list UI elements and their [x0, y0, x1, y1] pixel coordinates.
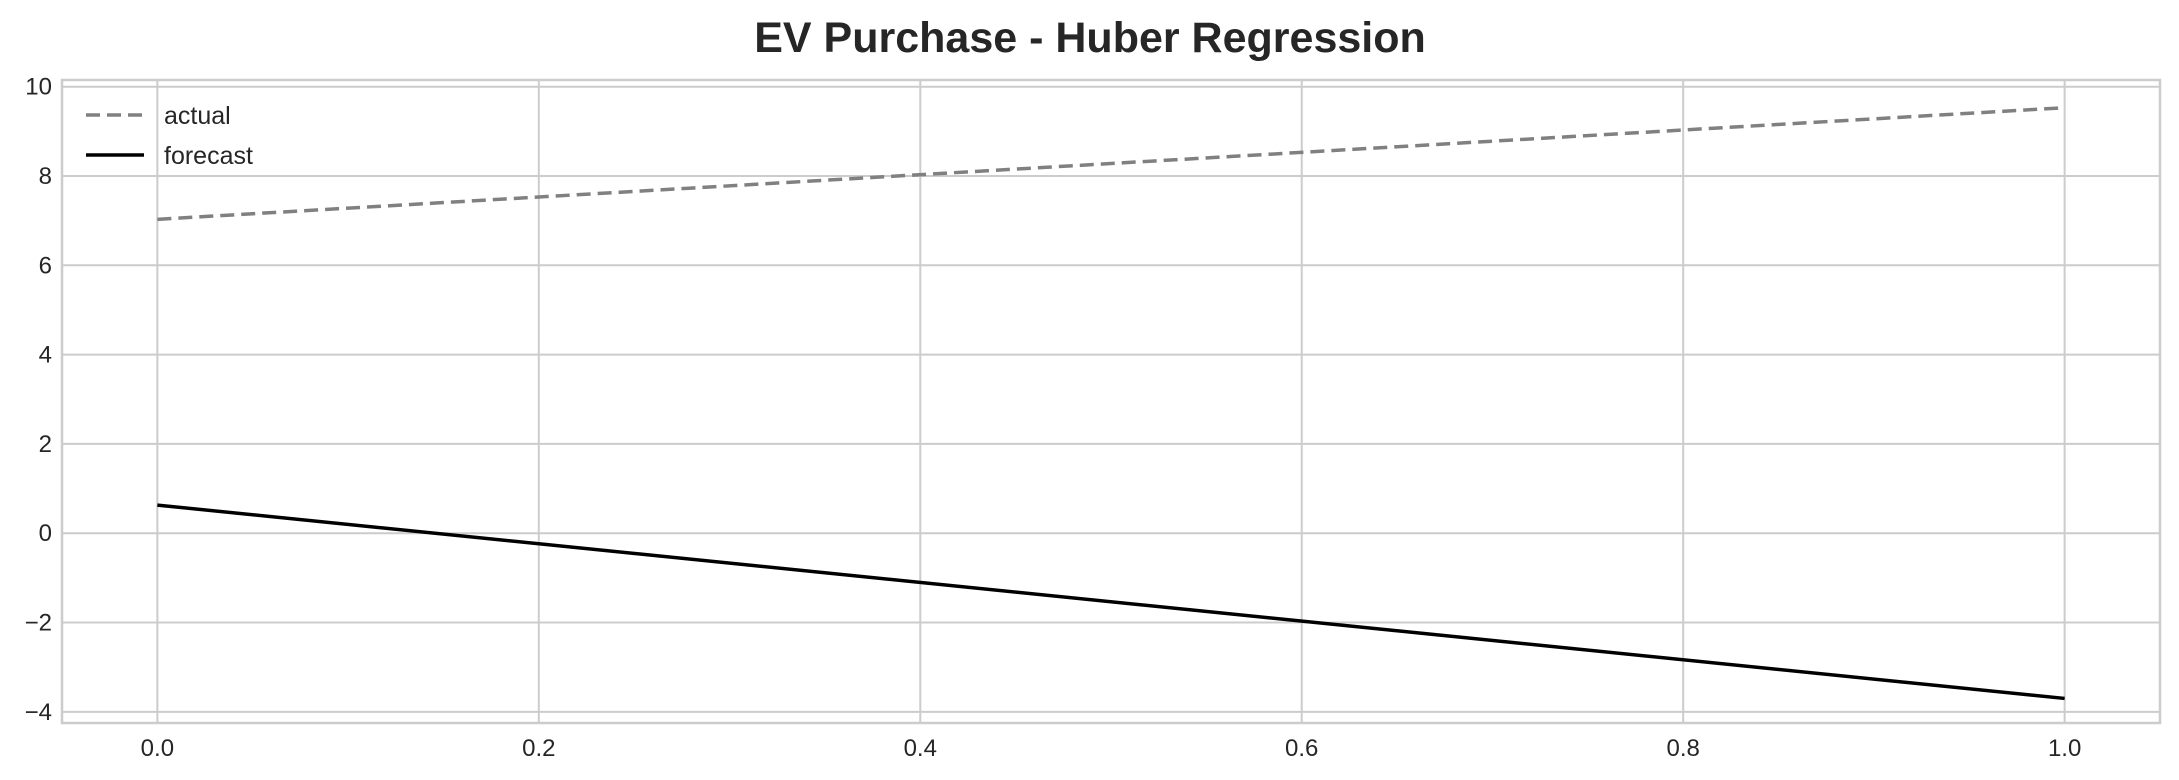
- y-tick-label: 2: [39, 431, 52, 458]
- y-tick-label: 8: [39, 163, 52, 190]
- y-tick-label: 10: [25, 74, 52, 101]
- y-tick-label: 4: [39, 342, 52, 369]
- x-tick-label: 0.8: [1666, 735, 1699, 762]
- series-group: [157, 105, 2065, 701]
- series-line-actual: [157, 105, 2065, 222]
- y-tick-label: 0: [39, 520, 52, 547]
- x-axis: 0.0 0.2 0.4 0.6 0.8 1.0: [141, 735, 2082, 762]
- y-axis: −4 −2 0 2 4 6 8 10: [25, 74, 52, 726]
- series-line-forecast: [157, 503, 2065, 701]
- y-tick-label: 6: [39, 252, 52, 279]
- plot-frame: [60, 78, 2162, 725]
- x-tick-label: 0.0: [141, 735, 174, 762]
- chart-title: EV Purchase - Huber Regression: [754, 14, 1426, 62]
- legend: actual forecast: [86, 102, 253, 170]
- y-tick-label: −4: [25, 699, 52, 726]
- y-tick-label: −2: [25, 610, 52, 637]
- x-tick-label: 1.0: [2048, 735, 2081, 762]
- x-tick-label: 0.2: [522, 735, 555, 762]
- grid: [62, 80, 2160, 723]
- legend-label-forecast: forecast: [164, 142, 253, 170]
- x-tick-label: 0.6: [1285, 735, 1318, 762]
- legend-label-actual: actual: [164, 102, 231, 130]
- x-tick-label: 0.4: [904, 735, 937, 762]
